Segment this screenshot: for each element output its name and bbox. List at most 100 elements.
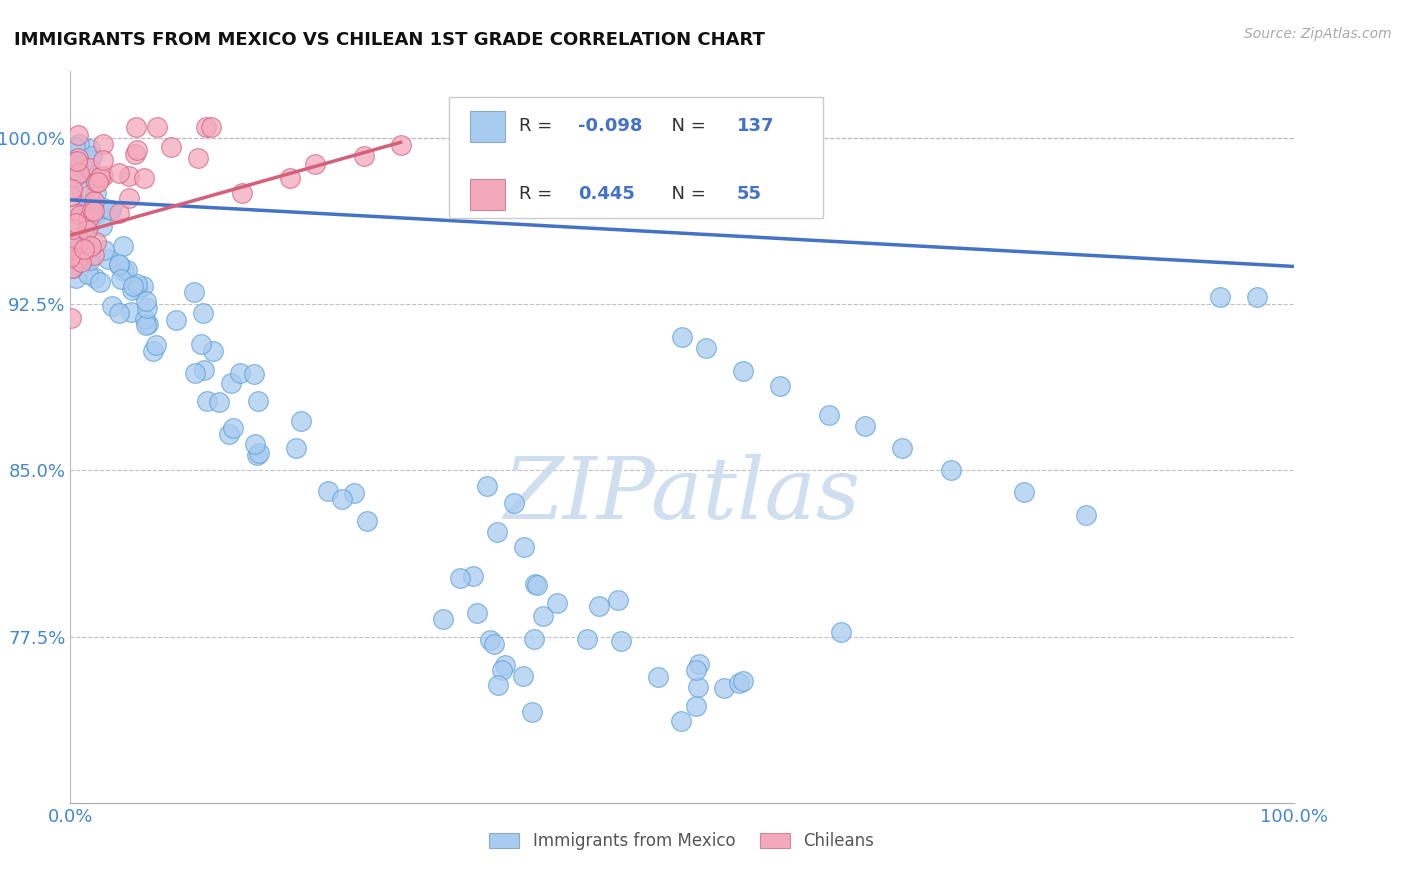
Point (83, 204, 105, 219)
Point (136, 301, 159, 315)
Point (86, 202, 108, 217)
Point (477, 479, 499, 493)
Point (190, 337, 212, 351)
Point (84, 186, 107, 201)
Point (343, 486, 366, 500)
Point (62, 260, 84, 275)
Text: Source: ZipAtlas.com: Source: ZipAtlas.com (1244, 27, 1392, 41)
Point (647, 670, 669, 684)
Point (855, 419, 877, 434)
Point (59, 154, 82, 169)
Point (121, 283, 143, 297)
Point (86, 207, 108, 221)
Point (101, 299, 124, 313)
Point (124, 146, 146, 161)
Point (121, 278, 143, 293)
Point (107, 206, 129, 220)
Point (222, 421, 245, 435)
Point (87, 176, 110, 190)
Text: N =: N = (659, 117, 711, 135)
Point (67, 251, 90, 265)
Point (67, 137, 90, 152)
Point (231, 186, 253, 201)
Point (84, 271, 107, 285)
Point (769, 379, 792, 393)
Point (695, 342, 717, 356)
Point (733, 363, 755, 377)
Point (124, 120, 146, 134)
Point (60, 182, 83, 196)
Point (247, 394, 270, 409)
Point (491, 663, 513, 677)
Point (67, 128, 90, 142)
Point (575, 632, 598, 646)
Point (89, 275, 111, 289)
Point (531, 608, 554, 623)
Point (83, 248, 105, 262)
Point (208, 394, 231, 409)
Point (461, 568, 484, 582)
Point (513, 540, 536, 554)
Point (91, 153, 114, 167)
Point (145, 120, 167, 134)
Text: IMMIGRANTS FROM MEXICO VS CHILEAN 1ST GRADE CORRELATION CHART: IMMIGRANTS FROM MEXICO VS CHILEAN 1ST GR… (14, 31, 765, 49)
Text: R =: R = (519, 186, 558, 203)
Point (191, 306, 214, 320)
Point (65, 141, 87, 155)
Point (187, 151, 209, 165)
Point (512, 668, 534, 682)
Point (93, 244, 115, 258)
Point (132, 278, 155, 293)
FancyBboxPatch shape (470, 178, 505, 210)
Point (108, 258, 131, 272)
Point (91, 219, 114, 233)
Point (356, 514, 378, 528)
Point (685, 699, 707, 714)
Point (523, 632, 546, 647)
Point (79, 248, 101, 262)
Point (485, 524, 508, 539)
Point (76, 223, 98, 237)
Point (1014, 485, 1036, 500)
Point (713, 681, 735, 695)
Point (67, 151, 90, 165)
Point (165, 312, 187, 326)
Point (465, 606, 488, 620)
Point (733, 673, 755, 688)
Point (193, 362, 215, 376)
Point (73, 242, 96, 256)
Point (77, 212, 100, 227)
Point (65, 271, 87, 285)
Point (482, 637, 505, 651)
Point (183, 285, 205, 300)
Point (77, 161, 100, 175)
Point (127, 143, 149, 157)
Point (316, 483, 339, 498)
Point (62, 238, 84, 252)
Point (132, 170, 155, 185)
Point (72, 161, 94, 175)
Point (486, 678, 509, 692)
Point (67, 156, 90, 170)
Point (330, 491, 353, 506)
Text: R =: R = (519, 117, 558, 135)
Point (75, 196, 97, 211)
Point (195, 394, 218, 409)
Text: ZIPatlas: ZIPatlas (503, 454, 860, 537)
Point (91, 136, 114, 151)
Point (389, 137, 412, 152)
FancyBboxPatch shape (470, 111, 505, 142)
Point (247, 446, 270, 460)
Point (80, 205, 103, 219)
Point (62, 221, 84, 235)
Text: N =: N = (659, 186, 711, 203)
Point (588, 599, 610, 613)
Point (108, 306, 131, 320)
Point (67, 243, 90, 257)
Point (243, 437, 266, 451)
Point (478, 632, 501, 647)
Point (127, 277, 149, 292)
Point (70, 185, 93, 199)
Point (70, 255, 93, 269)
Point (685, 664, 707, 678)
